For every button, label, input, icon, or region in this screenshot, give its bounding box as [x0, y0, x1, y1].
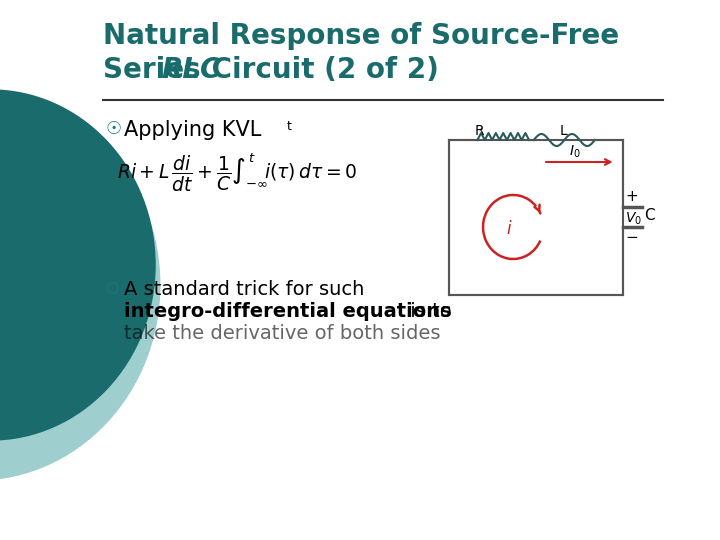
- Text: Applying KVL: Applying KVL: [124, 120, 261, 140]
- Text: take the derivative of both sides: take the derivative of both sides: [124, 324, 441, 343]
- Text: ○: ○: [105, 280, 119, 295]
- Text: $i$: $i$: [506, 220, 513, 238]
- Bar: [449, 140, 623, 295]
- Text: L: L: [560, 124, 568, 138]
- Text: $Ri + L\,\dfrac{di}{dt} + \dfrac{1}{C}\int_{-\infty}^{t}\! i(\tau)\,d\tau = 0$: $Ri + L\,\dfrac{di}{dt} + \dfrac{1}{C}\i…: [117, 152, 358, 194]
- Text: Natural Response of Source-Free: Natural Response of Source-Free: [104, 22, 619, 50]
- Text: R: R: [474, 124, 485, 138]
- Circle shape: [0, 90, 155, 440]
- Text: RLC: RLC: [161, 56, 221, 84]
- Text: integro-differential equations: integro-differential equations: [124, 302, 451, 321]
- Text: t: t: [287, 120, 292, 133]
- Text: +: +: [625, 189, 638, 204]
- Text: $V_0$: $V_0$: [625, 211, 642, 227]
- Text: A standard trick for such: A standard trick for such: [124, 280, 371, 299]
- Text: ☉: ☉: [105, 120, 122, 138]
- Text: −: −: [625, 230, 638, 245]
- Text: $I_0$: $I_0$: [570, 144, 581, 160]
- Circle shape: [0, 90, 160, 480]
- Text: is to: is to: [404, 302, 452, 321]
- Text: Circuit (2 of 2): Circuit (2 of 2): [202, 56, 439, 84]
- Text: Series: Series: [104, 56, 211, 84]
- Text: C: C: [644, 207, 654, 222]
